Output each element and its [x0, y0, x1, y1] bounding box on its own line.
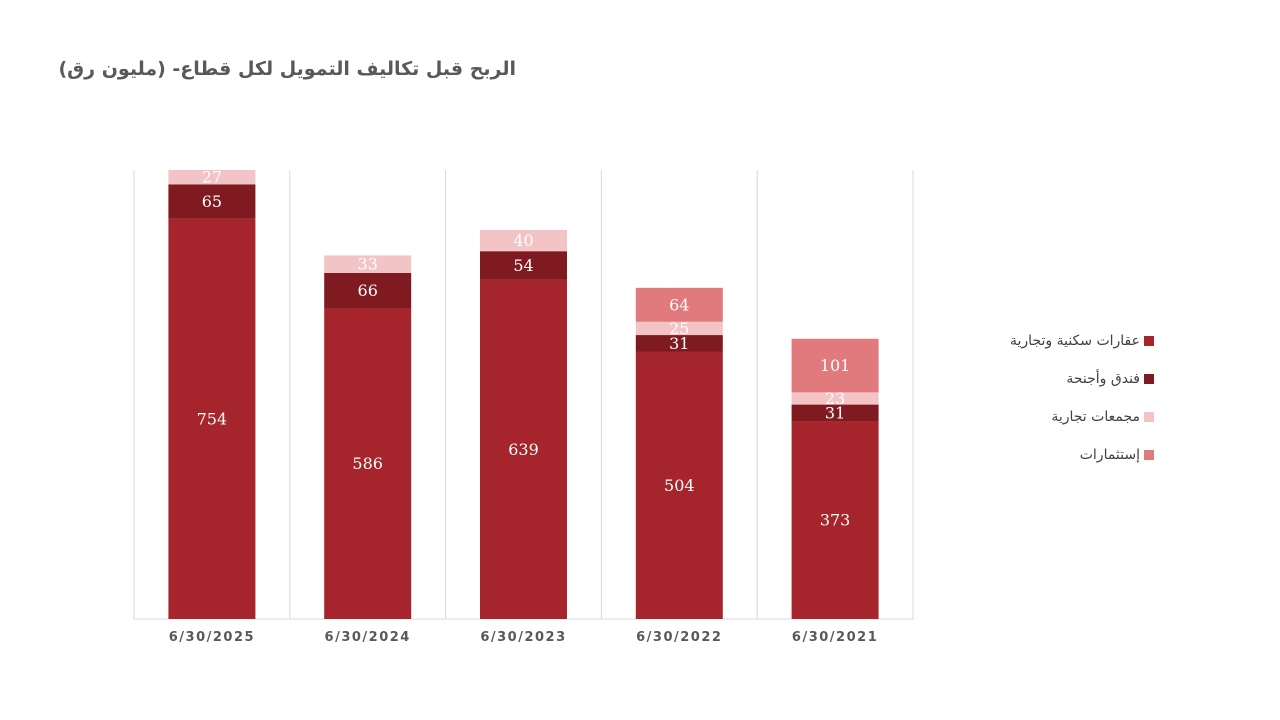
legend-label: إستثمارات: [1079, 447, 1140, 463]
bar-segment: [635, 321, 723, 336]
data-label: 31: [825, 403, 845, 422]
x-tick-label: 6/30/2022: [636, 630, 722, 645]
data-label: 101: [820, 356, 851, 375]
bar-segment: [324, 307, 412, 619]
bar-segment: [791, 404, 879, 422]
legend-label: عقارات سكنية وتجارية: [1010, 333, 1140, 349]
legend-label: فندق وأجنحة: [1066, 371, 1140, 387]
bars-group: [168, 170, 879, 619]
data-label: 639: [508, 440, 539, 459]
bar-segment: [168, 184, 256, 219]
bar-segment: [168, 218, 256, 619]
data-label: 31: [669, 334, 689, 353]
legend-item: فندق وأجنحة: [960, 360, 1154, 398]
legend-swatch: [1144, 374, 1154, 384]
bar-segment: [168, 170, 256, 185]
data-label: 66: [358, 281, 378, 300]
data-label: 23: [825, 389, 845, 408]
data-label: 373: [820, 511, 851, 530]
x-tick-label: 6/30/2025: [169, 630, 255, 645]
bar-segment: [791, 392, 879, 405]
bar-segment: [635, 287, 723, 322]
legend-swatch: [1144, 336, 1154, 346]
data-label: 754: [197, 409, 228, 428]
chart-title: الربح قبل تكاليف التمويل لكل قطاع- (مليو…: [58, 58, 516, 80]
bar-segment: [635, 351, 723, 619]
data-label: 27: [202, 168, 222, 187]
bar-segment: [480, 251, 567, 280]
data-label: 40: [513, 231, 533, 250]
legend-label: مجمعات تجارية: [1051, 409, 1140, 425]
data-label: 64: [669, 295, 689, 314]
bar-segment: [480, 279, 567, 619]
legend-item: عقارات سكنية وتجارية: [960, 322, 1154, 360]
bar-segment: [791, 338, 879, 393]
x-tick-label: 6/30/2024: [325, 630, 411, 645]
data-label: 586: [352, 454, 383, 473]
x-tick-label: 6/30/2021: [792, 630, 878, 645]
legend-item: إستثمارات: [960, 436, 1154, 474]
legend-swatch: [1144, 450, 1154, 460]
data-label: 54: [513, 256, 533, 275]
data-label: 25: [669, 319, 689, 338]
bar-segment: [635, 335, 723, 352]
data-label: 504: [664, 476, 695, 495]
legend-item: مجمعات تجارية: [960, 398, 1154, 436]
chart-legend: عقارات سكنية وتجارية فندق وأجنحة مجمعات تج…: [960, 322, 1154, 474]
x-tick-label: 6/30/2023: [480, 630, 566, 645]
bar-segment: [324, 272, 412, 308]
data-label: 33: [358, 255, 378, 274]
bar-segment: [324, 255, 412, 273]
bar-segment: [791, 421, 879, 619]
bar-segment: [480, 229, 567, 252]
data-label: 65: [202, 192, 222, 211]
legend-swatch: [1144, 412, 1154, 422]
